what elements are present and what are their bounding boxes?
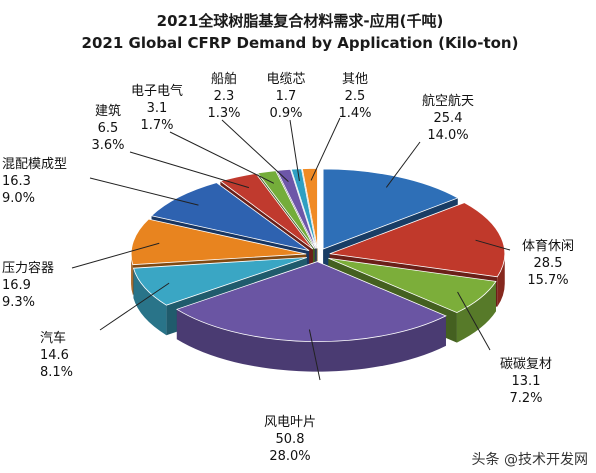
slice-2-leader bbox=[457, 291, 491, 351]
slice-5-label: 压力容器 16.9 9.3% bbox=[2, 260, 54, 310]
slice-3-label: 风电叶片 50.8 28.0% bbox=[264, 415, 316, 464]
slice-11-top bbox=[301, 168, 318, 249]
slice-2-top bbox=[328, 257, 497, 314]
chart-subtitle: 2021 Global CFRP Demand by Application (… bbox=[82, 34, 519, 52]
slice-0-label: 航空航天 25.4 14.0% bbox=[422, 93, 474, 143]
slice-2-label: 碳碳复材 13.1 7.2% bbox=[500, 357, 552, 406]
slice-1-label: 体育休闲 28.5 15.7% bbox=[522, 238, 574, 288]
watermark: 头条 @技术开发网 bbox=[472, 451, 588, 468]
slice-1-leader bbox=[475, 239, 511, 251]
slice-4-label: 汽车 14.6 8.1% bbox=[40, 330, 73, 380]
slice-4-top bbox=[132, 257, 308, 306]
slice-5-leader bbox=[71, 242, 160, 269]
slice-7-label: 建筑 6.5 3.6% bbox=[91, 103, 124, 153]
slice-6-leader bbox=[89, 177, 199, 206]
slice-1-side-0 bbox=[497, 253, 505, 307]
slice-5-top bbox=[130, 218, 307, 266]
slice-0-top bbox=[322, 168, 459, 250]
slice-10-leader bbox=[289, 119, 300, 181]
slice-3-top bbox=[175, 261, 447, 342]
slice-3-leader bbox=[308, 329, 321, 381]
chart-title: 2021全球树脂基复合材料需求-应用(千吨) bbox=[157, 12, 444, 30]
slice-labels: 航空航天 25.4 14.0% 体育休闲 28.5 15.7% 碳碳复材 13.1 7.2% 风电… bbox=[2, 71, 574, 464]
slice-11-leader bbox=[310, 117, 341, 181]
slice-7-leader bbox=[129, 151, 250, 189]
slice-1-top bbox=[329, 202, 506, 278]
slice-3-side-0 bbox=[176, 309, 446, 372]
slice-4-side-0 bbox=[133, 268, 167, 336]
leader-lines bbox=[71, 117, 511, 381]
slice-10-top bbox=[290, 168, 318, 249]
pie-slices bbox=[130, 168, 506, 342]
slice-6-top bbox=[150, 182, 310, 251]
slice-8-top bbox=[256, 170, 316, 249]
slice-11-label: 其他 2.5 1.4% bbox=[338, 72, 371, 121]
slice-6-label: 混配模成型 16.3 9.0% bbox=[2, 157, 67, 206]
slice-4-leader bbox=[99, 282, 170, 331]
slice-9-label: 船舶 2.3 1.3% bbox=[207, 71, 240, 121]
slice-10-label: 电缆芯 1.7 0.9% bbox=[266, 71, 305, 121]
slice-2-side-0 bbox=[456, 281, 496, 343]
slice-9-leader bbox=[221, 119, 289, 183]
slice-8-leader bbox=[169, 131, 275, 184]
slice-7-top bbox=[219, 172, 314, 250]
slice-0-leader bbox=[385, 141, 421, 188]
slice-8-label: 电子电气 3.1 1.7% bbox=[131, 83, 183, 133]
